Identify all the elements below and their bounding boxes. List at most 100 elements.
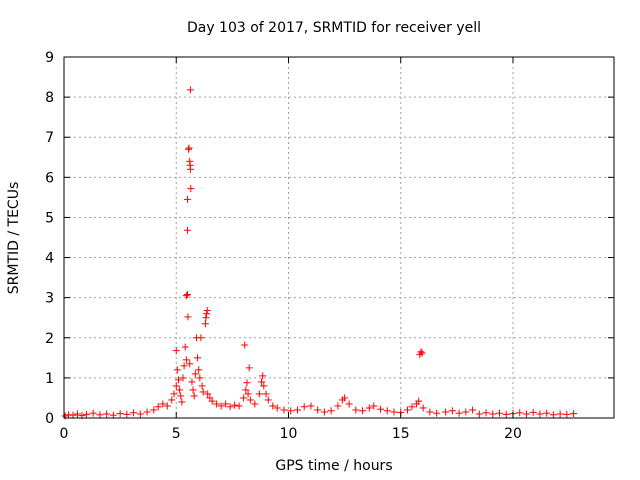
data-point	[359, 407, 367, 415]
data-point	[522, 410, 530, 418]
data-point	[365, 404, 373, 412]
data-point	[159, 400, 167, 408]
data-point	[246, 396, 254, 404]
data-point	[203, 307, 211, 315]
data-point	[183, 226, 191, 234]
data-point	[154, 403, 162, 411]
y-tick-label: 4	[45, 251, 54, 267]
data-point	[502, 410, 510, 418]
data-point	[116, 410, 124, 418]
x-tick-label: 20	[504, 426, 522, 442]
data-point	[73, 410, 81, 418]
data-point	[191, 370, 199, 378]
data-point	[202, 314, 210, 322]
data-point	[103, 410, 111, 418]
data-point	[189, 386, 197, 394]
data-point	[201, 320, 209, 328]
data-point	[184, 313, 192, 321]
data-point	[403, 406, 411, 414]
data-point	[475, 410, 483, 418]
data-point	[341, 394, 349, 402]
data-point	[226, 403, 234, 411]
y-tick-label: 3	[45, 291, 54, 307]
data-point	[258, 378, 266, 386]
data-points	[61, 86, 578, 420]
data-point	[150, 406, 158, 414]
data-point	[190, 392, 198, 400]
data-point	[293, 406, 301, 414]
data-point	[182, 292, 190, 300]
data-point	[170, 390, 178, 398]
data-point	[383, 407, 391, 415]
data-point	[334, 402, 342, 410]
data-point	[245, 364, 253, 372]
data-point	[327, 407, 335, 415]
data-point	[570, 410, 578, 418]
data-point	[136, 410, 144, 418]
data-point	[563, 410, 571, 418]
data-point	[213, 400, 221, 408]
data-point	[240, 394, 248, 402]
data-point	[186, 165, 194, 173]
data-point	[199, 388, 207, 396]
data-point	[280, 406, 288, 414]
x-axis-label: GPS time / hours	[275, 458, 392, 474]
data-point	[307, 402, 315, 410]
data-point	[235, 402, 243, 410]
data-point	[455, 409, 463, 417]
data-point	[496, 409, 504, 417]
data-point	[172, 347, 180, 355]
data-point	[419, 404, 427, 412]
data-point	[300, 403, 308, 411]
data-point	[179, 374, 187, 382]
data-point	[194, 354, 202, 362]
data-point	[208, 397, 216, 405]
data-point	[196, 374, 204, 382]
y-tick-label: 5	[45, 210, 54, 226]
data-point	[198, 382, 206, 390]
data-point	[130, 409, 138, 417]
y-tick-label: 9	[45, 50, 54, 66]
data-point	[442, 408, 450, 416]
data-point	[262, 390, 270, 398]
data-point	[242, 386, 250, 394]
data-point	[241, 341, 249, 349]
data-point	[255, 390, 263, 398]
y-tick-label: 2	[45, 331, 54, 347]
data-point	[163, 402, 171, 410]
data-point	[89, 409, 97, 417]
x-tick-label: 15	[392, 426, 410, 442]
data-point	[260, 382, 268, 390]
data-point	[222, 400, 230, 408]
data-point	[448, 407, 456, 415]
data-point	[415, 397, 423, 405]
data-point	[178, 398, 186, 406]
x-tick-label: 0	[60, 426, 69, 442]
data-point	[231, 401, 239, 409]
data-point	[377, 405, 385, 413]
y-tick-label: 6	[45, 170, 54, 186]
data-point	[176, 386, 184, 394]
data-point	[204, 390, 212, 398]
data-point	[82, 410, 90, 418]
data-point	[287, 407, 295, 415]
grid-lines	[64, 57, 614, 418]
data-point	[195, 366, 203, 374]
data-point	[556, 410, 564, 418]
plot-frame	[63, 56, 615, 419]
data-point	[516, 409, 524, 417]
data-point	[203, 310, 211, 318]
data-point	[197, 334, 205, 342]
data-point	[186, 360, 194, 368]
y-tick-label: 1	[45, 371, 54, 387]
data-point	[251, 400, 259, 408]
data-point	[182, 356, 190, 364]
data-point	[181, 343, 189, 351]
data-point	[489, 410, 497, 418]
data-point	[482, 409, 490, 417]
y-tick-label: 8	[45, 90, 54, 106]
data-point	[143, 408, 151, 416]
